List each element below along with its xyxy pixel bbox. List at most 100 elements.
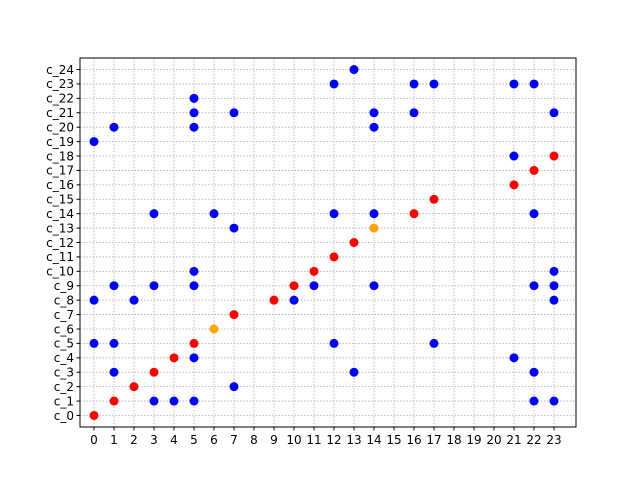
y-tick-label: c_13 <box>46 221 74 235</box>
x-tick-label: 5 <box>190 433 198 447</box>
data-point-blue <box>229 108 239 118</box>
data-point-blue <box>289 295 299 305</box>
data-point-blue <box>549 266 559 276</box>
data-point-blue <box>89 295 99 305</box>
data-point-blue <box>429 338 439 348</box>
data-point-blue <box>189 93 199 103</box>
y-tick-label: c_4 <box>54 351 74 365</box>
data-point-red <box>549 151 559 161</box>
data-point-red <box>349 238 359 247</box>
y-axis-ticks: c_0c_1c_2c_3c_4c_5c_6c_7c_8c_9c_10c_11c_… <box>46 63 80 423</box>
y-tick-label: c_15 <box>46 193 74 207</box>
data-point-blue <box>529 367 539 377</box>
y-tick-label: c_0 <box>54 409 74 423</box>
data-point-orange <box>369 223 379 233</box>
data-point-blue <box>229 223 239 233</box>
data-point-red <box>129 382 139 392</box>
x-tick-label: 19 <box>466 433 481 447</box>
y-tick-label: c_23 <box>46 77 74 91</box>
x-axis-ticks: 0 1 2 3 4 5 6 7 8 9 10 11 12 13 14 15 16 17 18 19 20 21 22 23 <box>90 427 562 447</box>
x-tick-label: 8 <box>250 433 258 447</box>
x-tick-label: 23 <box>546 433 561 447</box>
data-point-blue <box>509 151 519 161</box>
x-tick-label: 15 <box>386 433 401 447</box>
x-tick-label: 17 <box>426 433 441 447</box>
data-point-blue <box>349 367 359 377</box>
data-point-orange <box>209 324 219 334</box>
data-point-blue <box>89 137 99 147</box>
x-tick-label: 6 <box>210 433 218 447</box>
data-point-blue <box>169 396 179 406</box>
y-tick-label: c_20 <box>46 120 74 134</box>
data-point-blue <box>329 79 339 89</box>
data-point-blue <box>189 122 199 132</box>
grid-lines <box>80 58 576 427</box>
data-point-blue <box>509 79 519 89</box>
x-tick-label: 12 <box>326 433 341 447</box>
data-point-blue <box>189 353 199 363</box>
data-point-red <box>189 338 199 348</box>
y-tick-label: c_5 <box>54 337 74 351</box>
data-point-blue <box>109 367 119 377</box>
y-tick-label: c_6 <box>54 322 74 336</box>
data-point-blue <box>109 338 119 348</box>
y-tick-label: c_19 <box>46 135 74 149</box>
y-tick-label: c_24 <box>46 63 74 77</box>
data-point-red <box>409 209 419 219</box>
data-point-red <box>329 252 339 262</box>
y-tick-label: c_12 <box>46 236 74 250</box>
data-point-blue <box>209 209 219 219</box>
data-point-blue <box>309 281 319 291</box>
data-point-blue <box>409 108 419 118</box>
data-points <box>89 65 559 420</box>
y-tick-label: c_10 <box>46 265 74 279</box>
x-tick-label: 3 <box>150 433 158 447</box>
x-tick-label: 20 <box>486 433 501 447</box>
x-tick-label: 7 <box>230 433 238 447</box>
data-point-blue <box>109 281 119 291</box>
data-point-blue <box>409 79 419 89</box>
data-point-blue <box>349 65 359 75</box>
data-point-blue <box>189 108 199 118</box>
x-tick-label: 2 <box>130 433 138 447</box>
data-point-blue <box>549 396 559 406</box>
x-tick-label: 0 <box>90 433 98 447</box>
data-point-blue <box>529 209 539 219</box>
y-tick-label: c_9 <box>54 279 74 293</box>
data-point-blue <box>509 353 519 363</box>
data-point-red <box>529 165 539 175</box>
data-point-blue <box>149 209 159 219</box>
x-tick-label: 11 <box>306 433 321 447</box>
y-tick-label: c_22 <box>46 92 74 106</box>
data-point-blue <box>109 122 119 132</box>
x-tick-label: 22 <box>526 433 541 447</box>
y-tick-label: c_8 <box>54 293 74 307</box>
data-point-red <box>109 396 119 406</box>
y-tick-label: c_1 <box>54 394 74 408</box>
data-point-red <box>429 194 439 204</box>
data-point-blue <box>549 295 559 305</box>
data-point-blue <box>189 281 199 291</box>
data-point-red <box>169 353 179 363</box>
y-tick-label: c_11 <box>46 250 74 264</box>
y-tick-label: c_7 <box>54 308 74 322</box>
data-point-blue <box>329 338 339 348</box>
data-point-blue <box>89 338 99 348</box>
data-point-red <box>309 266 319 276</box>
y-tick-label: c_17 <box>46 164 74 178</box>
data-point-blue <box>529 79 539 89</box>
data-point-red <box>229 310 239 320</box>
data-point-blue <box>369 209 379 219</box>
x-tick-label: 16 <box>406 433 421 447</box>
data-point-blue <box>329 209 339 219</box>
data-point-blue <box>129 295 139 305</box>
data-point-red <box>149 367 159 377</box>
data-point-blue <box>549 108 559 118</box>
data-point-red <box>289 281 299 291</box>
y-tick-label: c_14 <box>46 207 74 221</box>
x-tick-label: 4 <box>170 433 178 447</box>
data-point-red <box>89 410 99 420</box>
data-point-blue <box>149 281 159 291</box>
data-point-blue <box>369 122 379 132</box>
